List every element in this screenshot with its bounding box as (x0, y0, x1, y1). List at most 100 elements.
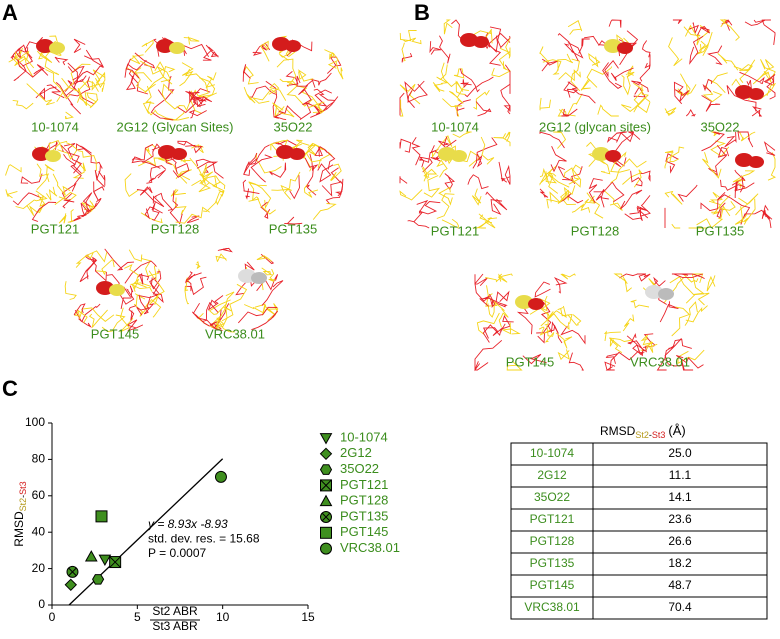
backbone (555, 332, 573, 349)
backbone (65, 111, 74, 120)
backbone (314, 89, 332, 107)
backbone (761, 19, 776, 45)
backbone (444, 173, 455, 191)
backbone (539, 168, 553, 186)
structure-image (664, 131, 776, 229)
backbone (459, 68, 480, 93)
backbone (743, 198, 756, 225)
backbone (249, 144, 270, 166)
backbone (63, 143, 83, 174)
epitope (605, 150, 621, 162)
backbone (36, 163, 50, 191)
backbone (602, 62, 623, 89)
x-tick-label: 10 (216, 610, 230, 624)
backbone (668, 338, 692, 349)
backbone (664, 338, 683, 367)
backbone (423, 175, 441, 198)
backbone (671, 273, 705, 279)
backbone (637, 84, 651, 114)
backbone (200, 175, 226, 190)
backbone (632, 344, 647, 357)
backbone (464, 76, 494, 98)
backbone (717, 146, 730, 158)
backbone (482, 323, 506, 343)
marker-shape (214, 470, 227, 483)
marker-shape (319, 494, 333, 507)
backbone (560, 325, 586, 345)
backbone (312, 203, 337, 220)
structure-label: PGT145 (91, 326, 139, 341)
structure-label: PGT128 (151, 221, 199, 236)
backbone (423, 168, 438, 178)
point (95, 510, 108, 523)
backbone (261, 280, 284, 306)
backbone (48, 140, 68, 155)
backbone (77, 208, 90, 218)
backbone (73, 303, 86, 316)
annotation: P = 0.0007 (148, 546, 206, 560)
structure-image (242, 139, 344, 225)
backbone (298, 84, 312, 106)
backbone (539, 131, 565, 149)
backbone (483, 327, 504, 339)
marker-cross (320, 479, 332, 492)
backbone (522, 353, 547, 365)
backbone (418, 201, 441, 215)
backbone (567, 314, 582, 326)
backbone (217, 247, 233, 253)
backbone (487, 300, 505, 318)
backbone (98, 171, 106, 186)
structure-label: VRC38.01 (205, 326, 265, 341)
scatter-chart: 0 20 40 60 80 100 0 5 10 15 RMSDSt2-St3 St2 ABRSt3 … (12, 415, 400, 633)
backbone (751, 106, 763, 117)
backbone (268, 82, 287, 101)
backbone (684, 301, 698, 326)
backbone (185, 144, 203, 154)
backbone (568, 352, 584, 371)
backbone (534, 281, 551, 298)
structure-label: PGT135 (269, 221, 317, 236)
backbone (199, 166, 218, 188)
backbone (161, 83, 181, 110)
backbone (489, 26, 511, 49)
text-part: RMSD (600, 424, 636, 438)
marker-shape (320, 542, 332, 555)
table-cell: 11.1 (669, 468, 692, 482)
point (64, 578, 78, 592)
backbone (399, 176, 408, 184)
backbone (720, 179, 746, 191)
backbone (563, 167, 581, 185)
backbone (101, 314, 126, 332)
backbone (497, 273, 508, 283)
backbone (472, 217, 498, 229)
backbone (73, 38, 86, 53)
backbone (700, 191, 726, 212)
backbone (158, 158, 188, 184)
backbone (149, 281, 165, 305)
backbone (504, 164, 511, 185)
backbone (289, 175, 300, 200)
backbone (567, 20, 583, 35)
backbone (248, 196, 276, 215)
backbone (125, 72, 136, 91)
backbone (17, 59, 44, 78)
panel-label: C (2, 376, 18, 401)
backbone (144, 206, 163, 220)
backbone (560, 189, 576, 206)
backbone (702, 152, 722, 179)
backbone (183, 35, 200, 45)
y-axis-label: RMSDSt2-St3 (12, 481, 28, 546)
backbone (734, 181, 755, 192)
backbone (131, 156, 161, 169)
backbone (500, 314, 514, 333)
backbone (17, 46, 34, 67)
backbone (701, 95, 721, 112)
backbone (52, 173, 71, 196)
backbone (539, 164, 558, 178)
backbone (399, 30, 417, 42)
structure-label: 10-1074 (31, 119, 79, 134)
backbone (126, 319, 144, 332)
epitope (45, 150, 61, 162)
backbone (717, 194, 751, 217)
backbone (602, 189, 623, 211)
